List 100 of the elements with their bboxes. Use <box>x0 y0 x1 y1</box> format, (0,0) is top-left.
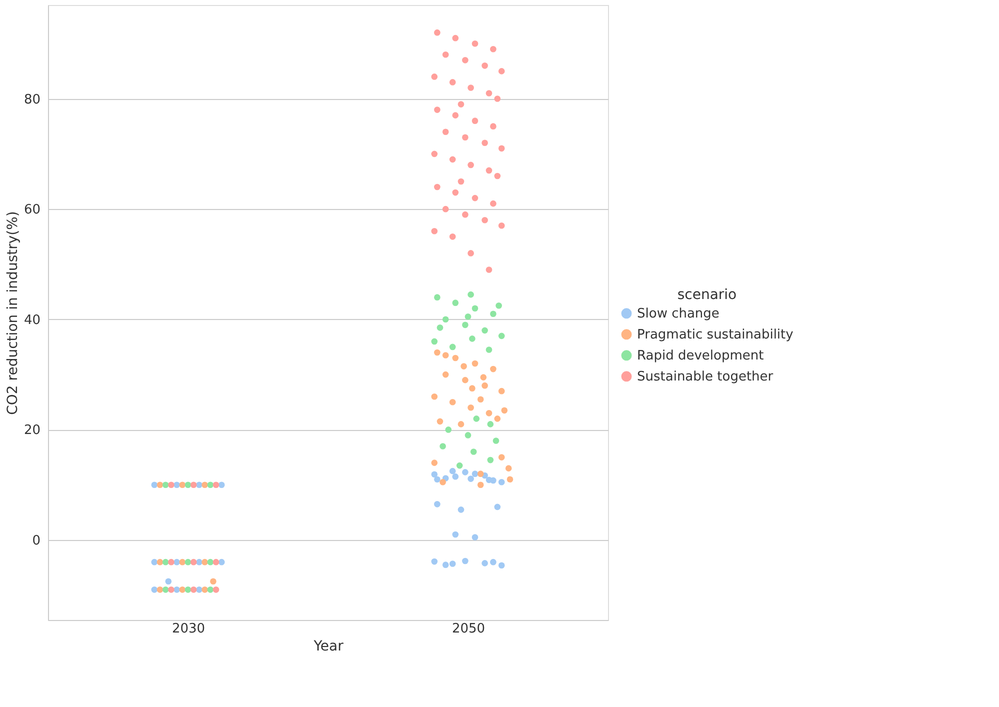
point <box>490 123 496 130</box>
point <box>494 172 501 180</box>
point <box>460 363 467 370</box>
point <box>486 476 492 484</box>
point <box>452 354 459 362</box>
point <box>445 426 452 433</box>
point <box>494 504 501 510</box>
point <box>486 346 492 353</box>
point <box>202 558 208 566</box>
point <box>473 416 480 422</box>
point <box>449 344 456 350</box>
y-tick-label: 0 <box>32 534 40 549</box>
point <box>472 534 478 540</box>
point <box>190 586 197 593</box>
point <box>442 562 449 568</box>
point <box>431 150 438 158</box>
point <box>442 206 449 212</box>
point <box>431 558 438 565</box>
point <box>436 418 444 425</box>
point <box>469 336 476 342</box>
point <box>174 482 180 488</box>
point <box>464 313 472 320</box>
point <box>472 360 478 367</box>
legend-label: Slow change <box>637 306 720 322</box>
point <box>458 178 464 185</box>
point <box>462 558 468 564</box>
point <box>449 560 456 567</box>
point <box>472 305 478 312</box>
point <box>482 62 488 69</box>
point <box>458 421 464 428</box>
point <box>184 482 192 488</box>
point <box>492 438 500 444</box>
point <box>442 128 449 136</box>
point <box>196 482 202 488</box>
point <box>472 118 478 124</box>
point <box>442 51 449 58</box>
point <box>494 96 501 102</box>
point <box>494 416 501 422</box>
point <box>468 250 474 256</box>
point <box>498 454 505 460</box>
point <box>472 40 478 47</box>
point <box>477 482 484 488</box>
point <box>482 560 488 566</box>
point <box>156 558 164 566</box>
point <box>434 294 440 300</box>
point <box>490 366 496 372</box>
point <box>498 388 505 394</box>
point <box>218 558 225 566</box>
y-axis-title: CO2 reduction in industry(%) <box>4 211 21 415</box>
point <box>436 324 444 331</box>
x-tick-label: 2050 <box>452 622 486 636</box>
point <box>456 462 463 469</box>
y-tick-label: 80 <box>24 92 40 108</box>
legend-label: Pragmatic sustainability <box>637 327 794 342</box>
point <box>506 476 514 483</box>
legend-title: scenario <box>677 286 737 303</box>
point <box>431 338 438 345</box>
point <box>449 398 456 406</box>
point <box>190 482 197 488</box>
point <box>462 469 468 476</box>
point <box>452 112 459 118</box>
point <box>498 478 505 486</box>
point <box>212 482 220 488</box>
point <box>168 586 174 593</box>
point <box>458 101 464 108</box>
point <box>498 222 505 229</box>
point <box>452 473 459 480</box>
point <box>482 216 488 224</box>
point <box>207 586 214 593</box>
point <box>482 140 488 146</box>
point <box>168 558 174 566</box>
point <box>440 443 446 450</box>
x-tick-label: 2030 <box>172 622 206 636</box>
y-tick-label: 40 <box>24 312 40 328</box>
point <box>156 482 164 488</box>
point <box>162 482 169 488</box>
point <box>449 234 456 240</box>
point <box>498 562 505 569</box>
point <box>431 228 438 234</box>
point <box>462 134 468 141</box>
point <box>179 586 186 593</box>
point <box>449 79 456 86</box>
point <box>210 578 216 585</box>
x-axis-title: Year <box>312 638 344 654</box>
point <box>179 558 186 566</box>
point <box>486 266 492 273</box>
point <box>486 410 492 416</box>
point <box>468 404 474 411</box>
point <box>462 322 468 328</box>
point <box>486 90 492 96</box>
point <box>498 145 505 152</box>
point <box>468 291 474 298</box>
point <box>207 558 214 566</box>
point <box>468 476 474 482</box>
y-tick-label: 60 <box>24 202 40 218</box>
point <box>452 300 459 306</box>
point <box>452 189 459 196</box>
point <box>501 407 508 414</box>
point <box>505 465 512 472</box>
point <box>496 302 502 309</box>
